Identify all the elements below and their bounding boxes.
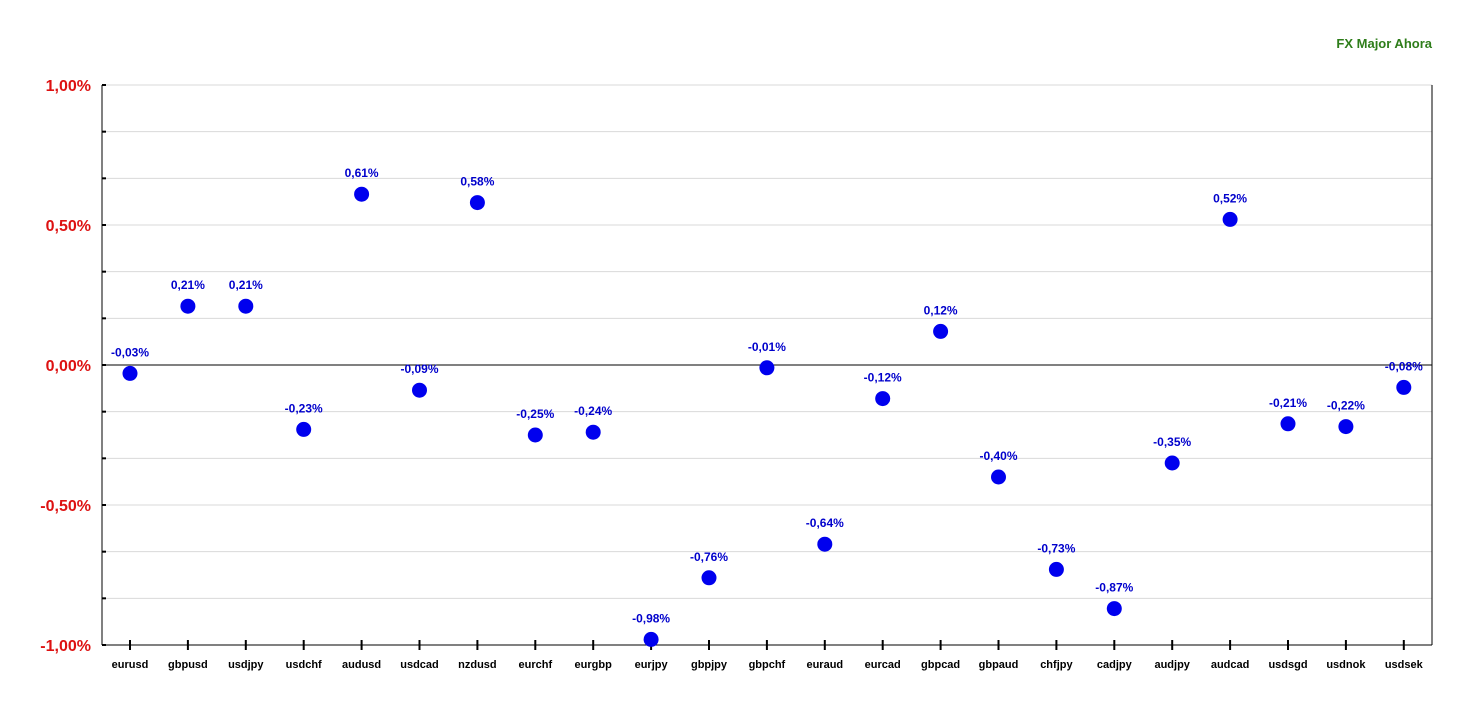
- data-point: [296, 421, 312, 437]
- data-point: [180, 298, 196, 314]
- data-label: -0,64%: [806, 516, 844, 530]
- data-label: 0,61%: [345, 166, 379, 180]
- y-tick-label: 1,00%: [46, 78, 91, 95]
- data-point: [1222, 211, 1238, 227]
- x-tick-label: euraud: [806, 659, 843, 671]
- x-tick-label: audcad: [1211, 659, 1250, 671]
- data-label: -0,21%: [1269, 396, 1307, 410]
- y-axis-tick-labels: 1,00% 0,50% 0,00% -0,50% -1,00%: [40, 78, 91, 655]
- y-tick-label: 0,50%: [46, 218, 91, 235]
- data-point: [469, 195, 485, 211]
- data-point: [1280, 416, 1296, 432]
- data-point: [1048, 561, 1064, 577]
- x-tick-label: gbpjpy: [691, 659, 728, 671]
- x-tick-label: audjpy: [1154, 659, 1190, 671]
- x-tick-label: eurusd: [112, 659, 149, 671]
- data-points: [122, 186, 1412, 647]
- data-label: 0,58%: [460, 175, 494, 189]
- data-point: [1338, 419, 1354, 435]
- data-label: -0,76%: [690, 550, 728, 564]
- x-tick-label: gbpaud: [979, 659, 1019, 671]
- data-label: -0,03%: [111, 345, 149, 359]
- data-label: 0,21%: [171, 278, 205, 292]
- data-point: [1106, 601, 1122, 617]
- chart-title: FX Major Ahora: [1336, 36, 1432, 51]
- x-tick-label: eurjpy: [635, 659, 669, 671]
- axes: [101, 84, 1433, 650]
- data-label: -0,09%: [400, 362, 438, 376]
- x-tick-label: audusd: [342, 659, 381, 671]
- data-point: [701, 570, 717, 586]
- x-tick-label: nzdusd: [458, 659, 497, 671]
- x-tick-label: eurchf: [518, 659, 552, 671]
- data-label: -0,08%: [1385, 359, 1423, 373]
- x-tick-label: eurcad: [865, 659, 901, 671]
- data-point: [412, 382, 427, 398]
- data-point: [238, 298, 254, 314]
- data-point: [875, 391, 891, 407]
- x-axis-tick-labels: eurusd gbpusd usdjpy usdchf audusd usdcad nzdu…: [112, 659, 1424, 671]
- x-tick-label: gbpchf: [749, 659, 786, 671]
- y-tick-label: -1,00%: [40, 638, 91, 655]
- data-point: [585, 424, 601, 440]
- data-label: 0,52%: [1213, 191, 1247, 205]
- data-label: -0,25%: [516, 407, 554, 421]
- data-point: [354, 186, 370, 202]
- data-point: [527, 427, 543, 443]
- data-label: -0,24%: [574, 404, 612, 418]
- x-tick-label: usdnok: [1326, 659, 1366, 671]
- data-label: -0,73%: [1037, 541, 1075, 555]
- data-label: -0,12%: [864, 371, 902, 385]
- data-label: -0,35%: [1153, 435, 1191, 449]
- data-point: [643, 631, 659, 647]
- data-label: -0,98%: [632, 611, 670, 625]
- data-label: -0,87%: [1095, 581, 1133, 595]
- x-tick-label: usdsgd: [1268, 659, 1307, 671]
- x-tick-label: usdchf: [286, 659, 322, 671]
- data-point: [759, 360, 775, 376]
- x-tick-label: gbpcad: [921, 659, 960, 671]
- data-label: -0,22%: [1327, 399, 1365, 413]
- data-point: [991, 469, 1006, 485]
- x-tick-label: usdjpy: [228, 659, 264, 671]
- data-point: [122, 365, 138, 381]
- y-tick-label: -0,50%: [40, 498, 91, 515]
- x-tick-label: chfjpy: [1040, 659, 1073, 671]
- data-point: [1164, 455, 1180, 471]
- data-label: -0,23%: [285, 401, 323, 415]
- data-label: -0,01%: [748, 340, 786, 354]
- x-tick-label: eurgbp: [575, 659, 613, 671]
- x-tick-label: usdcad: [400, 659, 439, 671]
- data-point: [1396, 379, 1412, 395]
- data-point: [817, 536, 833, 552]
- x-tick-label: gbpusd: [168, 659, 208, 671]
- data-label: -0,40%: [979, 449, 1017, 463]
- x-tick-label: usdsek: [1385, 659, 1424, 671]
- data-point: [933, 323, 949, 339]
- data-label: 0,21%: [229, 278, 263, 292]
- data-labels: -0,03% 0,21% 0,21% -0,23% 0,61% -0,09% 0,58% -0…: [111, 166, 1423, 625]
- x-tick-label: cadjpy: [1097, 659, 1133, 671]
- y-tick-label: 0,00%: [46, 358, 91, 375]
- data-label: 0,12%: [924, 303, 958, 317]
